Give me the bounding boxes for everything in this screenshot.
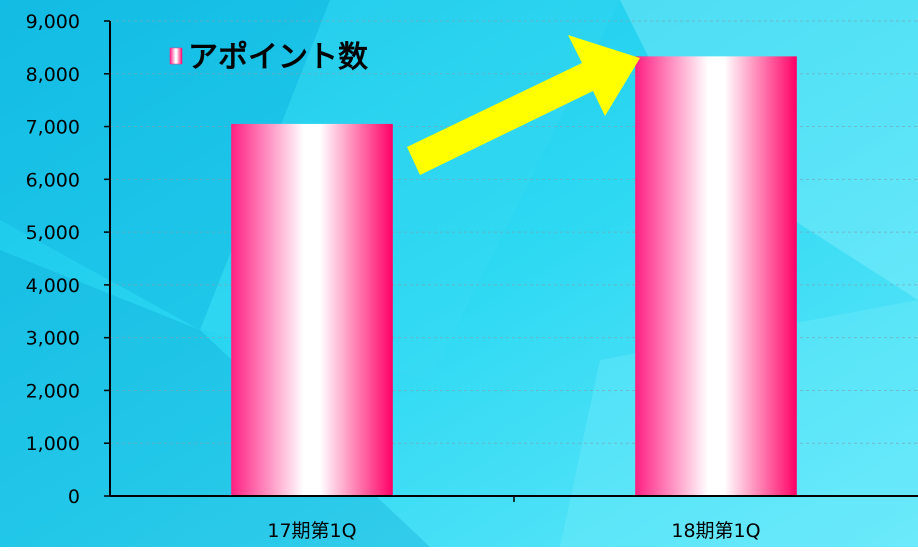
y-tick-label: 6,000 bbox=[26, 169, 80, 191]
y-tick-label: 7,000 bbox=[26, 117, 80, 139]
x-axis-tick-labels: 17期第1Q 18期第1Q bbox=[267, 520, 760, 542]
x-tick-label: 17期第1Q bbox=[267, 520, 356, 542]
axes bbox=[104, 20, 918, 502]
x-tick-label: 18期第1Q bbox=[671, 520, 760, 542]
y-tick-label: 9,000 bbox=[26, 11, 80, 33]
legend: アポイント数 bbox=[169, 40, 369, 75]
legend-swatch bbox=[169, 47, 183, 65]
y-tick-label: 1,000 bbox=[26, 433, 80, 455]
y-tick-label: 5,000 bbox=[26, 222, 80, 244]
y-tick-label: 0 bbox=[68, 486, 80, 508]
y-tick-label: 8,000 bbox=[26, 64, 80, 86]
y-axis-tick-labels: 0 1,000 2,000 3,000 4,000 5,000 6,000 7,000 8,00… bbox=[26, 11, 80, 508]
trend-arrow-icon bbox=[407, 35, 640, 175]
y-tick-label: 4,000 bbox=[26, 275, 80, 297]
y-tick-label: 2,000 bbox=[26, 380, 80, 402]
bars bbox=[231, 56, 797, 497]
legend-label: アポイント数 bbox=[188, 40, 369, 75]
bar bbox=[231, 123, 393, 497]
y-tick-label: 3,000 bbox=[26, 328, 80, 350]
bg-facet-1 bbox=[0, 0, 330, 330]
bar bbox=[635, 56, 797, 496]
